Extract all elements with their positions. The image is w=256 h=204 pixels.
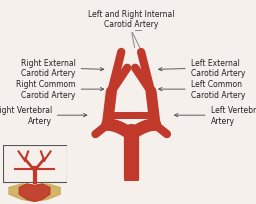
Text: Right External
Carotid Artery: Right External Carotid Artery: [21, 59, 104, 78]
Text: Left and Right Internal
Carotid Artery: Left and Right Internal Carotid Artery: [88, 10, 174, 29]
Bar: [3, 145, 67, 182]
Polygon shape: [19, 184, 50, 201]
Text: Left Common
Carotid Artery: Left Common Carotid Artery: [159, 80, 245, 99]
Text: Right Vertebral
Artery: Right Vertebral Artery: [0, 106, 87, 125]
Text: Left External
Carotid Artery: Left External Carotid Artery: [159, 59, 245, 78]
Text: Right Commom
Carotid Artery: Right Commom Carotid Artery: [16, 80, 104, 99]
Polygon shape: [9, 184, 60, 201]
Text: Left Vertebral
Artery: Left Vertebral Artery: [175, 106, 256, 125]
